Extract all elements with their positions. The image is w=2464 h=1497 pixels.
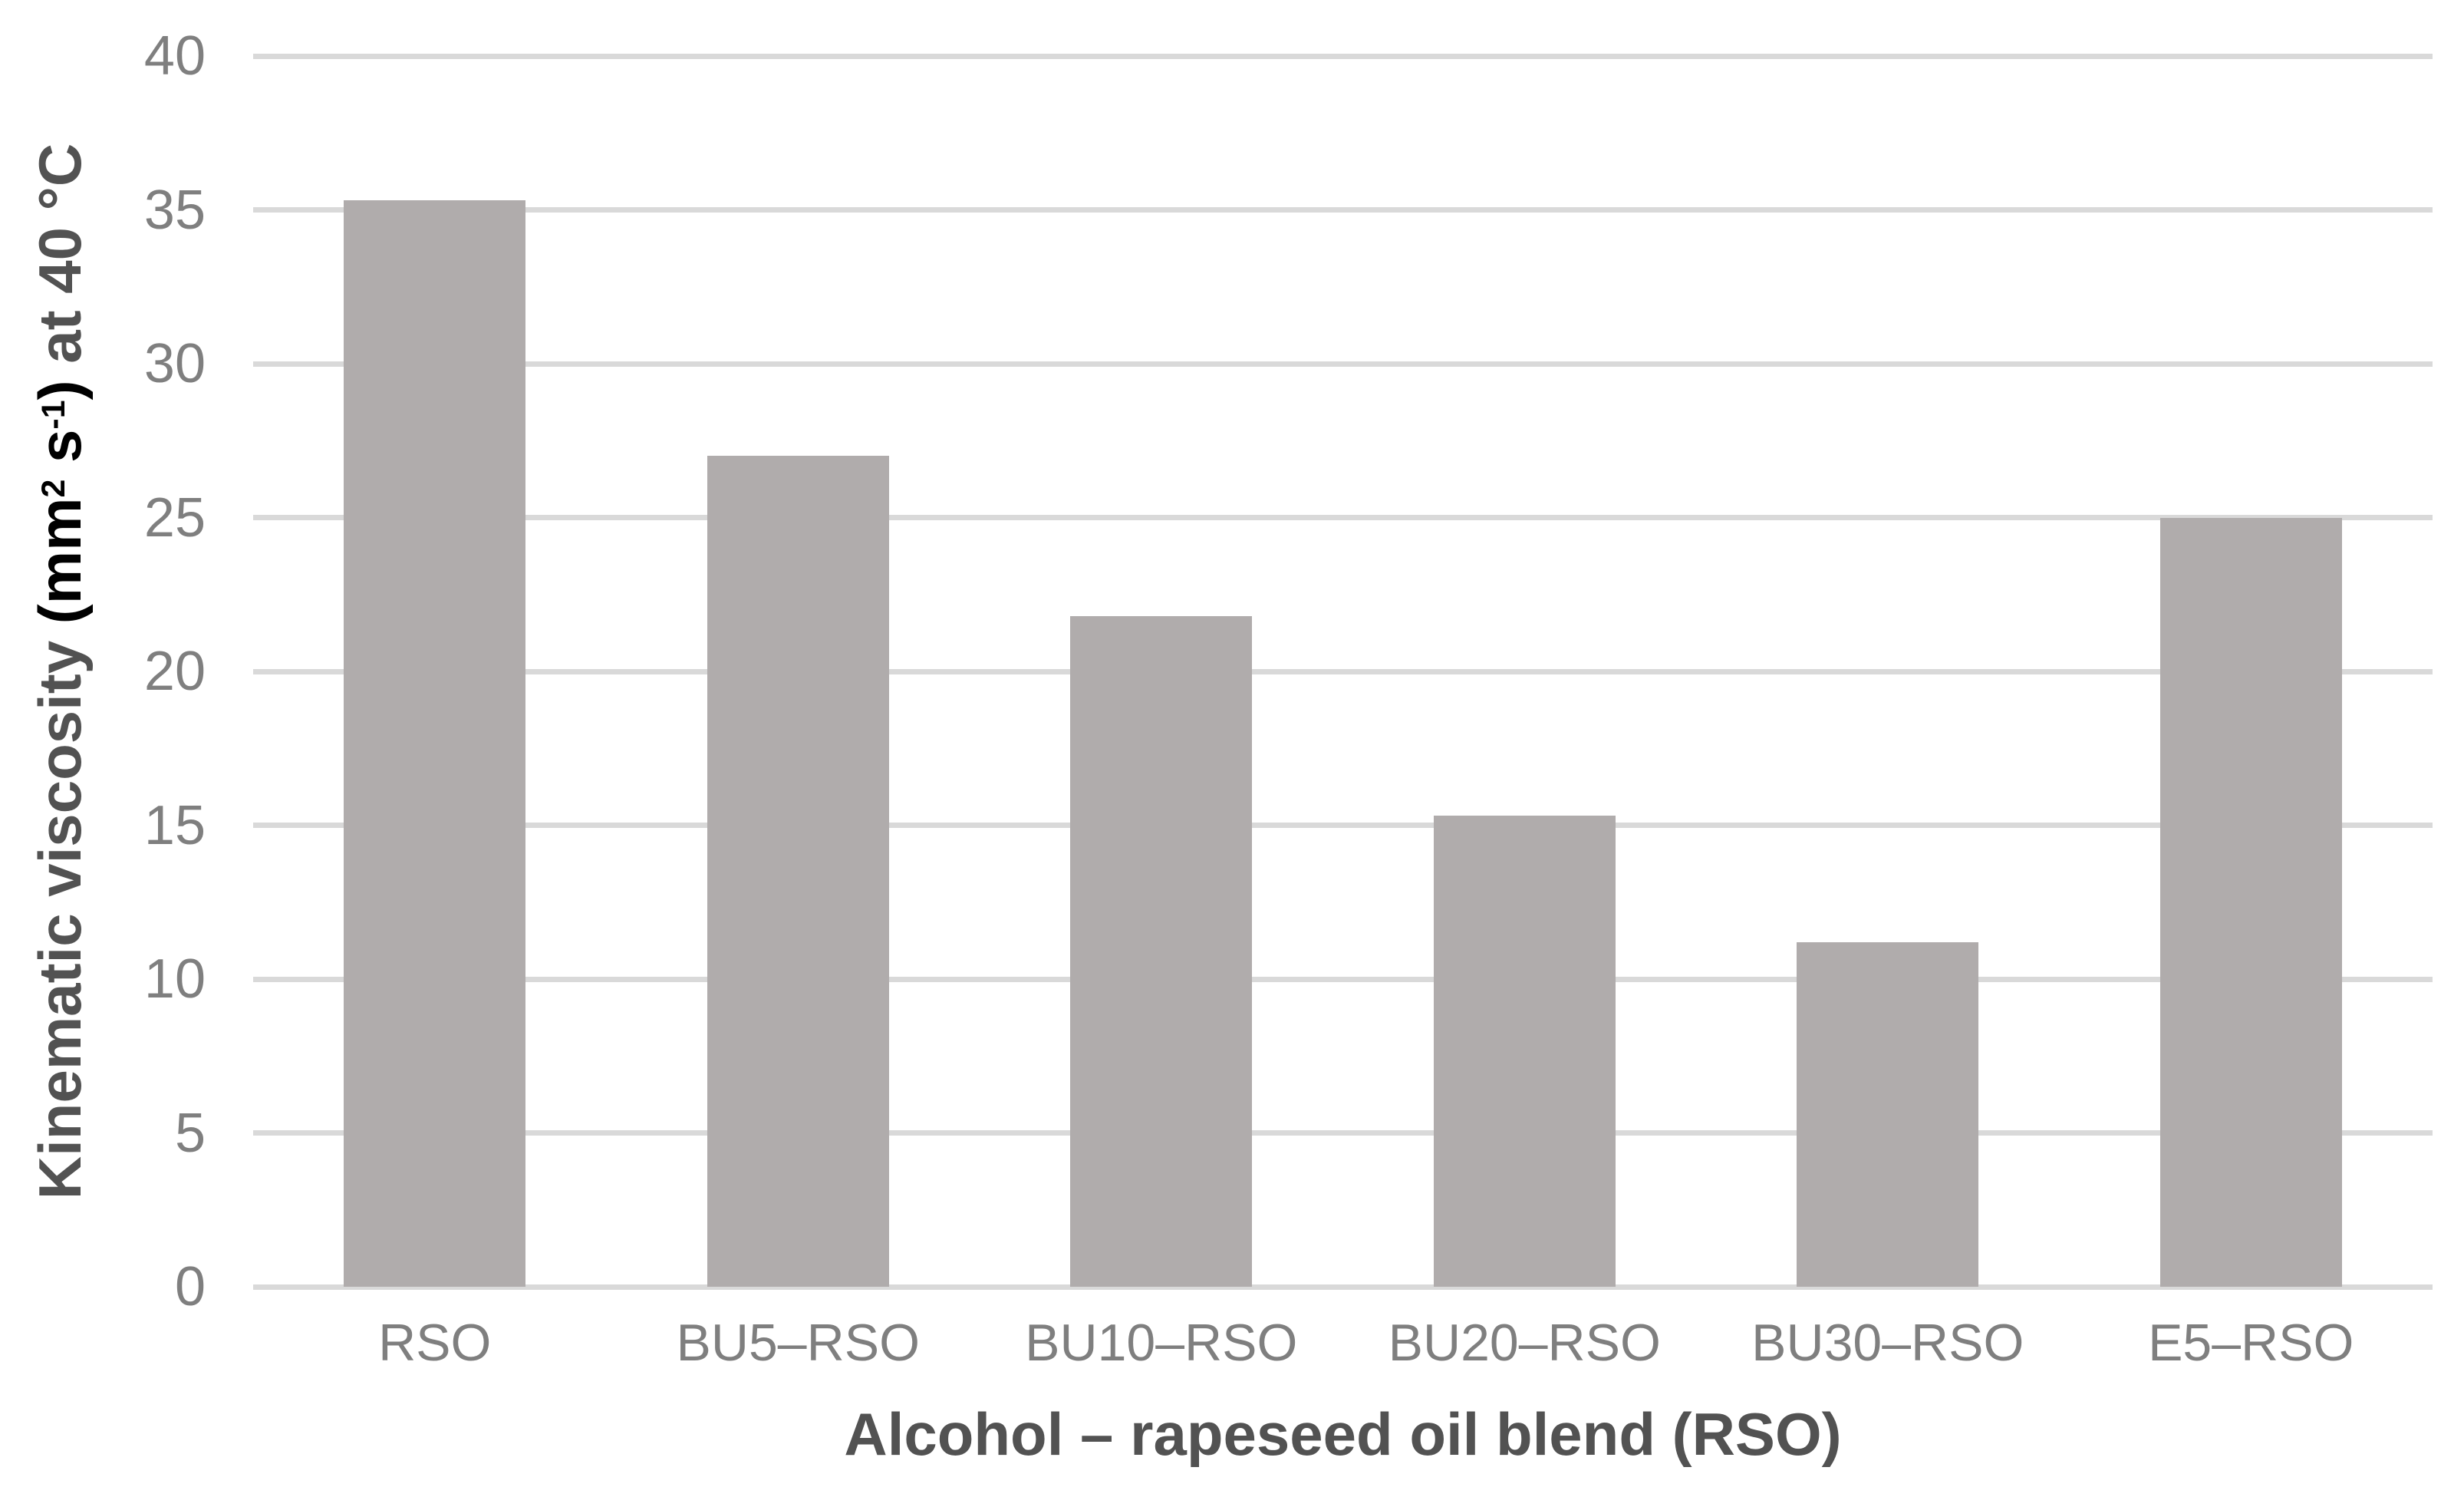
gridline-y-40 [253, 53, 2433, 59]
bar-bu30-rso [1797, 941, 1979, 1287]
bar-e5-rso [2159, 517, 2342, 1287]
bar-bu20-rso [1433, 816, 1616, 1287]
bar-bu10-rso [1070, 615, 1253, 1287]
y-tick-label-30: 30 [143, 333, 206, 394]
y-tick-label-10: 10 [143, 948, 206, 1010]
y-tick-label-20: 20 [143, 641, 206, 702]
gridline-y-10 [253, 976, 2433, 982]
gridline-y-15 [253, 823, 2433, 828]
y-tick-label-5: 5 [174, 1102, 206, 1164]
category-label-bu10-rso: BU10–RSO [1025, 1314, 1298, 1372]
bar-bu5-rso [707, 456, 889, 1287]
y-tick-label-40: 40 [143, 25, 206, 87]
y-tick-label-35: 35 [143, 179, 206, 241]
bar-rso [344, 200, 526, 1287]
gridline-y-0 [253, 1284, 2433, 1290]
category-label-e5-rso: E5–RSO [2148, 1314, 2354, 1372]
y-tick-label-15: 15 [143, 794, 206, 856]
category-label-bu5-rso: BU5–RSO [676, 1314, 920, 1372]
plot-area [253, 53, 2433, 1290]
gridline-y-35 [253, 207, 2433, 213]
category-label-bu30-rso: BU30–RSO [1751, 1314, 2024, 1372]
y-axis-title-superscript: -1 [35, 400, 72, 430]
gridline-y-20 [253, 668, 2433, 674]
gridline-y-5 [253, 1130, 2433, 1136]
category-label-rso: RSO [378, 1314, 492, 1372]
x-axis-title: Alcohol – rapeseed oil blend (RSO) [844, 1400, 1842, 1468]
y-tick-label-0: 0 [174, 1256, 206, 1317]
y-tick-label-25: 25 [143, 486, 206, 549]
y-axis-title-segment: s [26, 429, 94, 480]
gridline-y-25 [253, 515, 2433, 520]
gridline-y-30 [253, 361, 2433, 367]
category-label-bu20-rso: BU20–RSO [1388, 1314, 1661, 1372]
